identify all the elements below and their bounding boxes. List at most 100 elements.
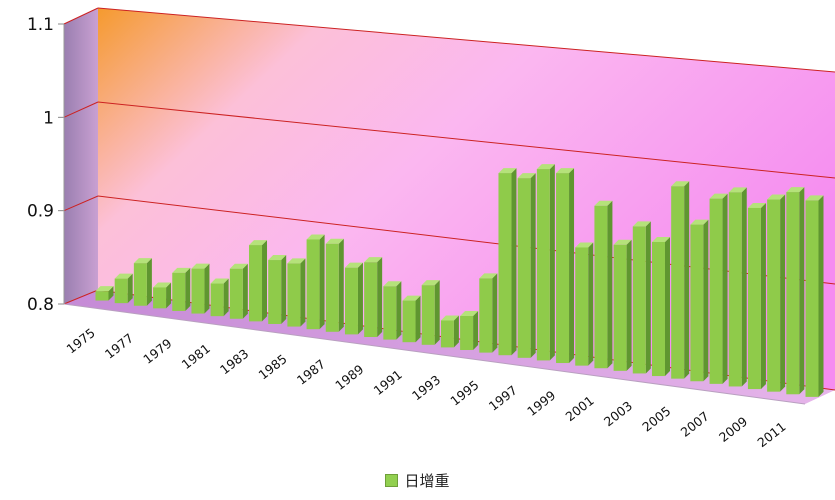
bar bbox=[210, 278, 229, 317]
x-tick-label: 2003 bbox=[601, 398, 635, 429]
bar-front bbox=[613, 244, 627, 371]
bar bbox=[421, 280, 440, 345]
bar-top bbox=[517, 173, 536, 179]
bar bbox=[594, 200, 613, 369]
bar-top bbox=[767, 194, 786, 200]
x-tick-label: 1975 bbox=[64, 325, 98, 356]
bar bbox=[306, 234, 325, 330]
legend-label: 日增重 bbox=[404, 472, 450, 490]
bar-front bbox=[440, 320, 454, 348]
bar-front bbox=[594, 205, 608, 369]
bar-top bbox=[95, 286, 114, 292]
bar bbox=[440, 315, 459, 348]
bar-side bbox=[703, 219, 709, 382]
bar bbox=[95, 286, 114, 301]
x-tick-label: 1991 bbox=[371, 367, 405, 398]
bar-front bbox=[114, 278, 128, 304]
y-tick-label: 0.9 bbox=[27, 202, 54, 222]
bar-top bbox=[690, 219, 709, 225]
bar bbox=[287, 258, 306, 327]
bar-side bbox=[377, 257, 383, 337]
bar-top bbox=[133, 258, 152, 264]
bar-top bbox=[671, 181, 690, 187]
bar-side bbox=[338, 238, 344, 332]
x-tick-label: 1983 bbox=[217, 346, 251, 377]
bar-top bbox=[575, 242, 594, 248]
bar-top bbox=[306, 234, 325, 240]
bar-top bbox=[536, 164, 555, 170]
bar-front bbox=[479, 278, 493, 353]
x-tick-label: 1995 bbox=[447, 377, 481, 408]
bar bbox=[556, 168, 575, 364]
bar-top bbox=[651, 236, 670, 242]
bar-front bbox=[536, 169, 550, 361]
bar-side bbox=[799, 187, 805, 395]
bar-front bbox=[364, 262, 378, 337]
y-tick-label: 0.8 bbox=[27, 295, 54, 315]
y-tick-label: 1.1 bbox=[27, 15, 54, 35]
bar-top bbox=[114, 273, 133, 279]
bar bbox=[786, 187, 805, 395]
bar-side bbox=[722, 193, 728, 384]
bar-side bbox=[185, 267, 191, 311]
bar-top bbox=[421, 280, 440, 286]
bar bbox=[133, 258, 152, 306]
bar-side bbox=[530, 173, 536, 358]
x-tick-label: 1979 bbox=[140, 335, 174, 366]
bar-front bbox=[671, 186, 685, 379]
bar-front bbox=[575, 247, 589, 366]
bar bbox=[613, 239, 632, 371]
bar-side bbox=[281, 255, 287, 324]
bar bbox=[402, 295, 421, 343]
gridline-side bbox=[63, 289, 99, 305]
bar bbox=[268, 255, 287, 324]
x-tick-label: 2011 bbox=[754, 419, 788, 450]
bar-side bbox=[569, 168, 575, 364]
bar-top bbox=[402, 295, 421, 301]
bar-top bbox=[364, 257, 383, 263]
bar bbox=[249, 240, 268, 322]
bar bbox=[632, 221, 651, 374]
bar-top bbox=[153, 282, 172, 288]
bar-front bbox=[747, 207, 761, 390]
bar-top bbox=[172, 267, 191, 273]
bar-top bbox=[344, 262, 363, 268]
bar-top bbox=[498, 168, 517, 174]
bar-side bbox=[741, 187, 747, 387]
x-tick-label: 1981 bbox=[179, 341, 213, 372]
bar bbox=[479, 273, 498, 353]
bar-front bbox=[95, 291, 109, 301]
bar-front bbox=[460, 316, 474, 351]
bar-top bbox=[287, 258, 306, 264]
bar bbox=[728, 187, 747, 387]
bar-front bbox=[210, 283, 224, 317]
bar-top bbox=[613, 239, 632, 245]
bar bbox=[671, 181, 690, 379]
bar-front bbox=[632, 226, 646, 374]
legend: 日增重 bbox=[0, 470, 835, 491]
bar-side bbox=[453, 315, 459, 348]
x-tick-label: 2005 bbox=[639, 403, 673, 434]
bar-front bbox=[191, 268, 205, 314]
bar-front bbox=[805, 200, 819, 397]
bar bbox=[172, 267, 191, 311]
bar bbox=[191, 263, 210, 314]
bar-top bbox=[268, 255, 287, 261]
bar bbox=[747, 202, 766, 390]
bar-side bbox=[319, 234, 325, 330]
bar-top bbox=[747, 202, 766, 208]
bar-front bbox=[229, 268, 243, 319]
bar-front bbox=[728, 192, 742, 387]
bar-front bbox=[172, 272, 186, 311]
bar-top bbox=[460, 311, 479, 317]
x-tick-label: 1993 bbox=[409, 372, 443, 403]
bar-side bbox=[415, 295, 421, 343]
bar bbox=[517, 173, 536, 358]
gridline-side bbox=[63, 101, 99, 118]
bar-front bbox=[690, 224, 704, 382]
bar-top bbox=[556, 168, 575, 174]
bar-top bbox=[249, 240, 268, 246]
bar-side bbox=[607, 200, 613, 369]
bar-top bbox=[229, 263, 248, 269]
bar-front bbox=[421, 285, 435, 345]
